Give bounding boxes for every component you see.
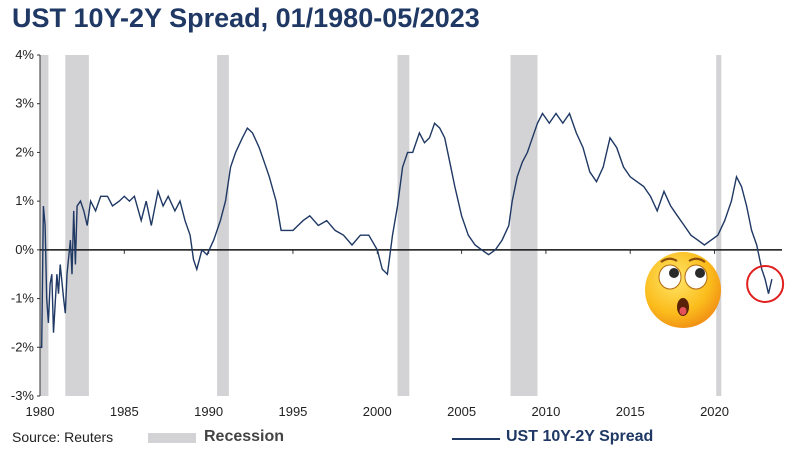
recession-bands	[40, 55, 722, 396]
y-tick-label: -3%	[11, 388, 35, 403]
series-legend-swatch	[452, 438, 500, 440]
x-tick-label: 2010	[531, 404, 560, 419]
legend: Source: Reuters Recession UST 10Y-2Y Spr…	[0, 426, 800, 450]
y-tick-label: 2%	[15, 144, 34, 159]
x-tick-label: 1995	[278, 404, 307, 419]
x-tick-label: 1990	[194, 404, 223, 419]
recession-band-4	[510, 55, 538, 396]
spread-series-line	[40, 111, 773, 348]
x-tick-label: 1985	[110, 404, 139, 419]
x-tick-label: 2015	[616, 404, 645, 419]
x-tick-label: 1980	[26, 404, 55, 419]
recession-legend-label: Recession	[204, 428, 285, 445]
y-tick-label: -1%	[11, 291, 35, 306]
recession-band-3	[397, 55, 410, 396]
y-tick-label: 0%	[15, 242, 34, 257]
y-tick-label: 3%	[15, 96, 34, 111]
x-axis: 1980 1985 1990 1995 2000 2005 2010 2015 2020	[26, 249, 729, 419]
astonished-face-emoji-icon	[645, 252, 721, 328]
recession-band-0	[40, 55, 49, 396]
x-tick-label: 2020	[700, 404, 729, 419]
y-tick-label: -2%	[11, 339, 35, 354]
y-axis: -3% -2% -1% 0% 1% 2% 3% 4%	[11, 47, 40, 403]
x-tick-label: 2005	[447, 404, 476, 419]
recession-legend-swatch	[148, 433, 196, 443]
chart-title: UST 10Y-2Y Spread, 01/1980-05/2023	[12, 3, 480, 33]
recession-band-5	[716, 55, 722, 396]
source-note: Source: Reuters	[12, 429, 114, 445]
recession-band-2	[217, 55, 229, 396]
inversion-highlight-circle	[746, 264, 785, 303]
y-tick-label: 1%	[15, 193, 34, 208]
x-tick-label: 2000	[363, 404, 392, 419]
series-legend-label: UST 10Y-2Y Spread	[506, 428, 654, 445]
y-tick-label: 4%	[15, 47, 34, 62]
